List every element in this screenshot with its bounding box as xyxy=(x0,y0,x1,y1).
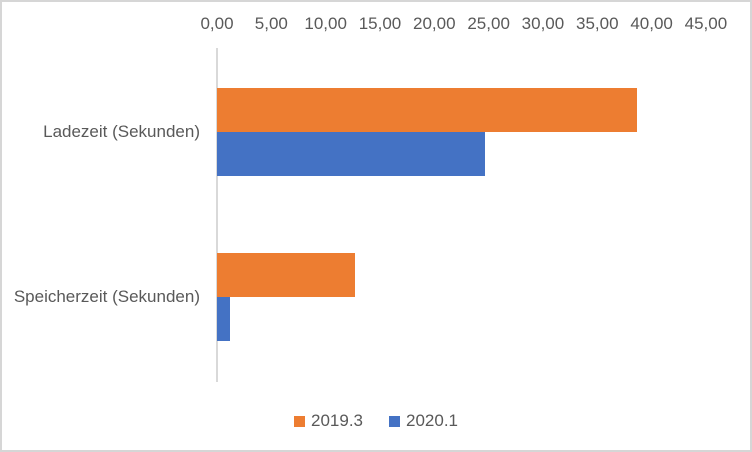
value-axis-tick-label: 30,00 xyxy=(521,14,565,33)
value-axis-tick-label: 40,00 xyxy=(630,14,673,33)
bar-2019-3-speicherzeit xyxy=(217,253,355,297)
value-axis-tick-label: 35,00 xyxy=(575,14,619,33)
legend-swatch-icon xyxy=(294,415,305,427)
legend-item: 2020.1 xyxy=(389,411,458,431)
category-axis-line xyxy=(216,48,218,382)
legend-swatch-icon xyxy=(389,415,400,427)
value-axis-tick-label: 25,00 xyxy=(467,14,510,33)
bar-2020-1-ladezeit xyxy=(217,132,485,176)
value-axis-tick-label: 20,00 xyxy=(413,14,456,33)
category-label: Ladezeit (Sekunden) xyxy=(43,122,200,141)
bar-2020-1-speicherzeit xyxy=(217,297,230,341)
legend-label: 2019.3 xyxy=(311,411,363,430)
value-axis-tick-label: 5,00 xyxy=(254,14,288,33)
legend-label: 2020.1 xyxy=(406,411,458,430)
value-axis-tick-label: 15,00 xyxy=(358,14,402,33)
value-axis-tick-label: 0,00 xyxy=(200,14,234,33)
legend: 2019.3 2020.1 xyxy=(2,411,750,431)
value-axis-tick-label: 10,00 xyxy=(304,14,347,33)
category-label: Speicherzeit (Sekunden) xyxy=(13,287,200,306)
value-axis-tick-label: 45,00 xyxy=(684,14,728,33)
bar-2019-3-ladezeit xyxy=(217,88,637,132)
legend-item: 2019.3 xyxy=(294,411,363,431)
